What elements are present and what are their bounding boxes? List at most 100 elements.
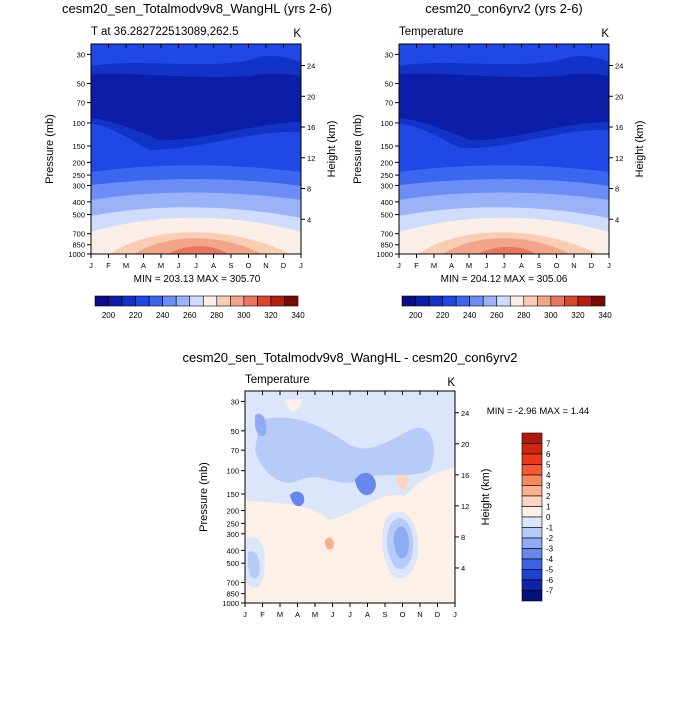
colorbar-label: 6 bbox=[546, 450, 551, 459]
panel-2-field bbox=[399, 44, 609, 254]
x-tick-label: A bbox=[295, 610, 300, 619]
x-tick-label: O bbox=[400, 610, 406, 619]
field-band bbox=[91, 73, 301, 141]
y-tick-label: 200 bbox=[226, 507, 239, 516]
field-band bbox=[255, 413, 267, 437]
colorbar-swatch bbox=[521, 590, 543, 602]
colorbar-label: 340 bbox=[291, 311, 305, 320]
colorbar-swatch bbox=[135, 295, 150, 307]
field-band bbox=[135, 238, 262, 254]
colorbar-swatch bbox=[94, 295, 109, 307]
y-tick-label: 200 bbox=[72, 158, 85, 167]
y-tick-label: 70 bbox=[77, 99, 85, 108]
colorbar-swatch bbox=[401, 295, 416, 307]
y-tick-label: 150 bbox=[72, 142, 85, 151]
y2-tick-label: 24 bbox=[461, 409, 469, 418]
y-tick-label: 700 bbox=[380, 230, 393, 239]
colorbar-swatch bbox=[415, 295, 430, 307]
y-tick-label: 500 bbox=[72, 211, 85, 220]
colorbar-swatch bbox=[509, 295, 525, 307]
colorbar-swatch bbox=[230, 295, 245, 307]
y-tick-label: 50 bbox=[77, 79, 85, 88]
y-tick-label: 400 bbox=[72, 198, 85, 207]
colorbar-swatch bbox=[521, 558, 543, 570]
y-axis-title: Pressure (mb) bbox=[44, 114, 56, 184]
colorbar-swatch bbox=[523, 295, 538, 307]
colorbar-swatch bbox=[521, 537, 543, 549]
x-tick-label: J bbox=[397, 261, 401, 270]
colorbar-label: -3 bbox=[546, 545, 554, 554]
x-tick-label: S bbox=[536, 261, 541, 270]
colorbar-swatch bbox=[496, 295, 511, 307]
colorbar-swatch bbox=[175, 295, 191, 307]
colorbar-label: 280 bbox=[210, 311, 224, 320]
colorbar-label: 340 bbox=[598, 311, 612, 320]
x-tick-label: J bbox=[243, 610, 247, 619]
y-tick-label: 150 bbox=[226, 490, 239, 499]
y2-tick-label: 16 bbox=[615, 123, 623, 132]
x-tick-label: M bbox=[312, 610, 318, 619]
colorbar-swatch bbox=[521, 569, 543, 581]
x-tick-label: D bbox=[281, 261, 287, 270]
x-tick-label: N bbox=[571, 261, 576, 270]
field-band bbox=[255, 417, 434, 483]
panel-1-colorbar: 200 220 240 260 280 300 320 340 bbox=[94, 295, 305, 320]
colorbar-swatch bbox=[521, 432, 543, 444]
colorbar-swatch bbox=[521, 516, 543, 528]
field-band bbox=[355, 472, 376, 496]
y2-tick-label: 20 bbox=[307, 92, 315, 101]
colorbar-swatch bbox=[521, 453, 543, 465]
colorbar-swatch bbox=[455, 295, 470, 307]
x-tick-label: J bbox=[331, 610, 335, 619]
x-tick-label: F bbox=[106, 261, 111, 270]
x-tick-label: O bbox=[246, 261, 252, 270]
panel-2-units: K bbox=[601, 28, 609, 40]
colorbar-label: 280 bbox=[517, 311, 531, 320]
y-tick-label: 700 bbox=[226, 579, 239, 588]
y2-tick-label: 12 bbox=[615, 154, 623, 163]
panel-1-title: cesm20_sen_Totalmodv9v8_WangHL (yrs 2-6) bbox=[62, 1, 332, 16]
field-band bbox=[393, 526, 409, 559]
colorbar-swatch bbox=[284, 295, 299, 307]
colorbar-swatch bbox=[482, 295, 498, 307]
y2-tick-label: 8 bbox=[307, 185, 311, 194]
panel-2-stats: MIN = 204.12 MAX = 305.06 bbox=[441, 274, 568, 285]
y-tick-label: 50 bbox=[385, 79, 393, 88]
y-tick-label: 50 bbox=[231, 427, 239, 436]
colorbar-swatch bbox=[521, 506, 543, 518]
y-tick-label: 500 bbox=[380, 211, 393, 220]
x-tick-label: N bbox=[263, 261, 268, 270]
colorbar-label: -1 bbox=[546, 524, 554, 533]
colorbar-label: 200 bbox=[409, 311, 423, 320]
panel-3: cesm20_sen_Totalmodv9v8_WangHL - cesm20_… bbox=[182, 350, 589, 619]
colorbar-label: 220 bbox=[436, 311, 450, 320]
colorbar-swatch bbox=[521, 527, 543, 539]
panel-2-title: cesm20_con6yrv2 (yrs 2-6) bbox=[425, 1, 583, 16]
y-tick-label: 30 bbox=[385, 50, 393, 59]
y2-tick-label: 16 bbox=[307, 123, 315, 132]
colorbar-label: -6 bbox=[546, 576, 554, 585]
colorbar-label: 220 bbox=[129, 311, 143, 320]
x-tick-label: A bbox=[449, 261, 454, 270]
y-tick-label: 850 bbox=[226, 590, 239, 599]
field-band bbox=[443, 238, 570, 254]
colorbar-label: 3 bbox=[546, 482, 551, 491]
colorbar-label: 1 bbox=[546, 503, 551, 512]
x-tick-label: A bbox=[211, 261, 216, 270]
panel-2-subtitle: Temperature bbox=[399, 26, 464, 38]
panel-1-field bbox=[91, 44, 301, 254]
y2-tick-label: 4 bbox=[615, 215, 619, 224]
x-tick-label: J bbox=[607, 261, 611, 270]
y-tick-label: 1000 bbox=[376, 250, 393, 259]
x-tick-label: A bbox=[365, 610, 370, 619]
colorbar-label: 300 bbox=[237, 311, 251, 320]
x-tick-label: M bbox=[123, 261, 129, 270]
y-tick-label: 300 bbox=[380, 181, 393, 190]
colorbar-swatch bbox=[243, 295, 258, 307]
colorbar-label: -5 bbox=[546, 566, 554, 575]
field-band bbox=[290, 491, 305, 507]
colorbar-swatch bbox=[521, 443, 543, 455]
y-axis-title: Pressure (mb) bbox=[198, 462, 210, 532]
